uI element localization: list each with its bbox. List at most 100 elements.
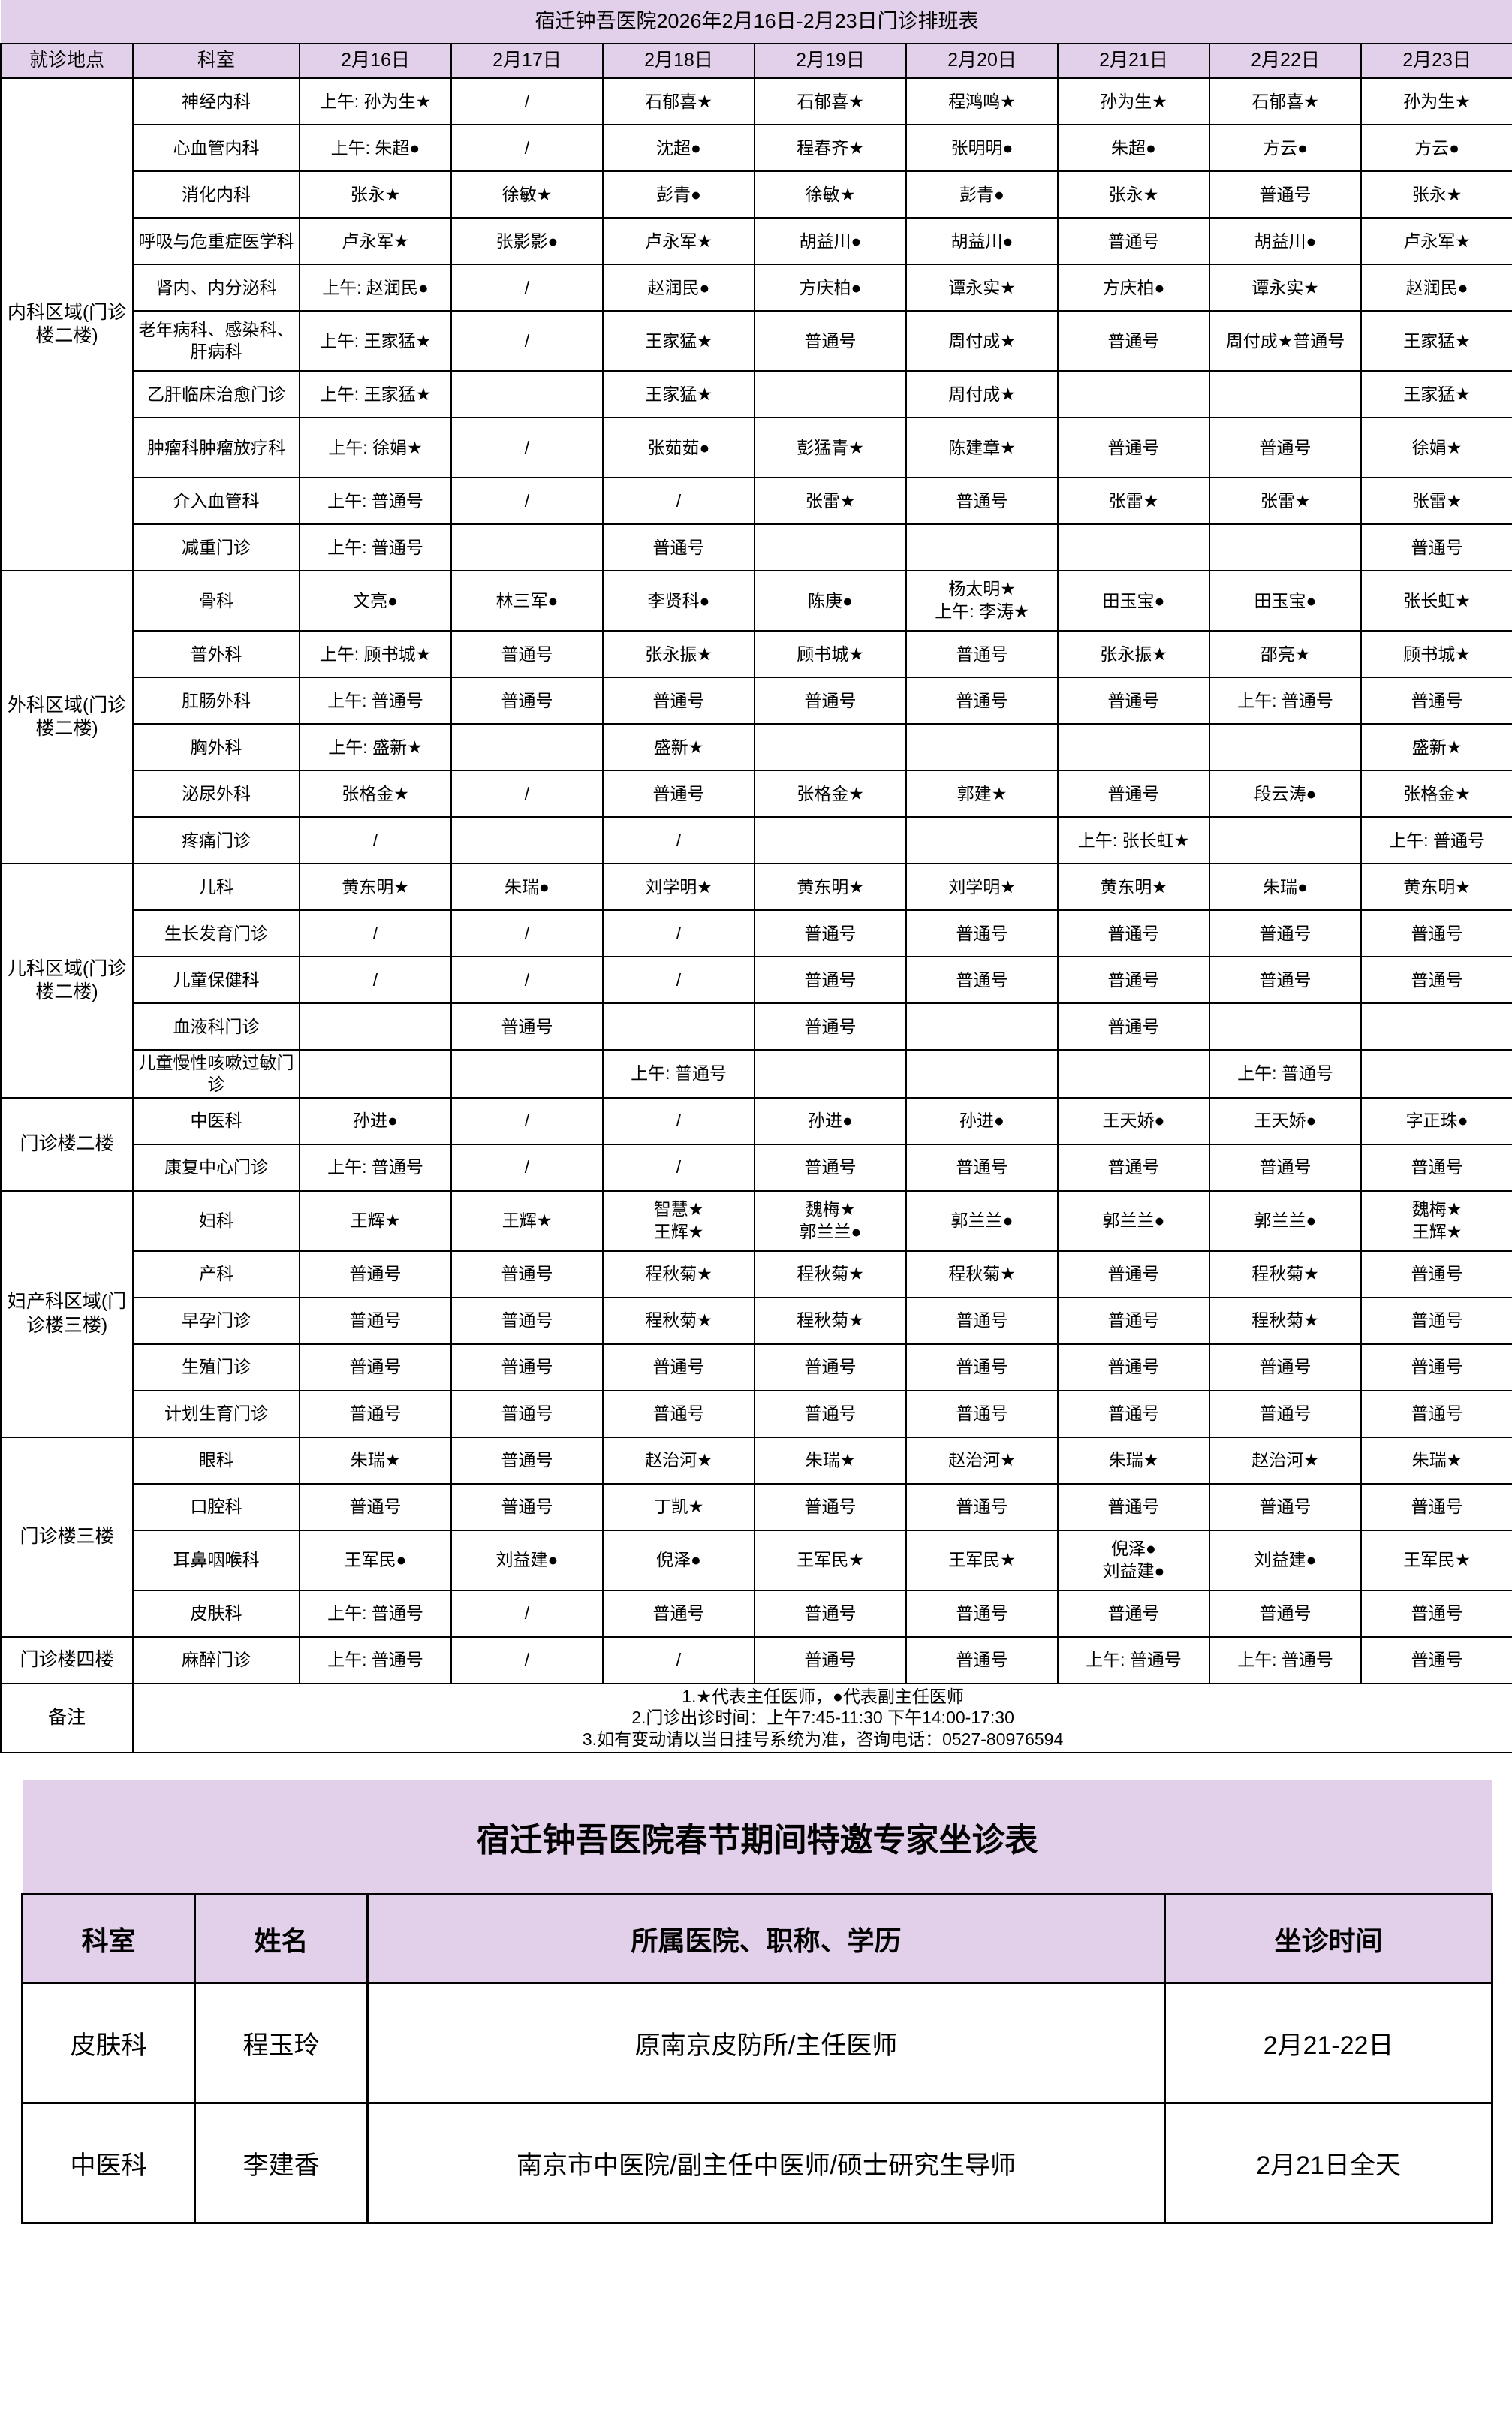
schedule-row: 介入血管科 上午: 普通号 / / 张雷★ 普通号 张雷★ 张雷★ 张雷★ — [1, 477, 1512, 525]
schedule-slot-cell-6: 普通号 — [1209, 1143, 1362, 1192]
remark-line: 2.门诊出诊时间：上午7:45-11:30 下午14:00-17:30 — [631, 1708, 1014, 1728]
schedule-slot-cell-1: 普通号 — [450, 1389, 604, 1438]
schedule-row: 儿科区域(门诊楼二楼) 儿科 黄东明★ 朱瑞● 刘学明★ 黄东明★ 刘学明★ 黄东明★ 朱瑞● 黄… — [0, 863, 1512, 1099]
schedule-slot-cell-4: 赵治河★ — [905, 1436, 1059, 1485]
schedule-slot-cell-5: 朱超● — [1057, 124, 1210, 172]
schedule-slot-cell-4: 普通号 — [905, 1296, 1059, 1345]
schedule-row: 产科 普通号 普通号 程秋菊★ 程秋菊★ 程秋菊★ 普通号 程秋菊★ 普通号 — [1, 1250, 1512, 1298]
schedule-slot-cell-2: 丁凯★ — [602, 1482, 755, 1531]
schedule-slot-cell-4: 刘学明★ — [905, 863, 1059, 911]
schedule-slot-cell-5: 方庆柏● — [1057, 264, 1210, 312]
schedule-col-header-8: 2月22日 — [1209, 43, 1362, 79]
schedule-slot-cell-2: 卢永军★ — [602, 217, 755, 265]
schedule-slot-cell-5: 普通号 — [1057, 1250, 1210, 1298]
schedule-slot-cell-3: 孙进● — [754, 1096, 907, 1145]
schedule-slot-cell-3: 张雷★ — [754, 477, 907, 525]
schedule-slot-cell-4: 普通号 — [905, 1389, 1059, 1438]
schedule-slot-cell-5: 倪泽● 刘益建● — [1057, 1529, 1210, 1591]
section-gap — [0, 1753, 1512, 1780]
schedule-row: 消化内科 张永★ 徐敏★ 彭青● 徐敏★ 彭青● 张永★ 普通号 张永★ — [1, 170, 1512, 219]
schedule-row: 生殖门诊 普通号 普通号 普通号 普通号 普通号 普通号 普通号 普通号 — [1, 1343, 1512, 1391]
schedule-slot-cell-7: 普通号 — [1360, 956, 1512, 1004]
schedule-department-cell: 生长发育门诊 — [132, 909, 300, 957]
schedule-slot-cell-7: 方云● — [1360, 124, 1512, 172]
schedule-slot-cell-4 — [905, 523, 1059, 571]
schedule-slot-cell-0: 上午: 朱超● — [299, 124, 452, 172]
cell-line: 杨太明★ — [948, 579, 1016, 599]
schedule-area-cell-5: 门诊楼三楼 — [0, 1436, 134, 1638]
schedule-slot-cell-1: / — [450, 956, 604, 1004]
schedule-slot-cell-1: / — [450, 264, 604, 312]
schedule-slot-cell-7: 张长虹★ — [1360, 570, 1512, 632]
cell-line: 儿科区域 — [7, 957, 83, 979]
schedule-slot-cell-3: 石郁喜★ — [754, 77, 907, 125]
schedule-slot-cell-6: 邵亮★ — [1209, 630, 1362, 678]
schedule-department-cell: 普外科 — [132, 630, 300, 678]
schedule-slot-cell-2: 程秋菊★ — [602, 1250, 755, 1298]
schedule-slot-cell-3: 普通号 — [754, 1343, 907, 1391]
schedule-slot-cell-7: 顾书城★ — [1360, 630, 1512, 678]
schedule-slot-cell-4: 普通号 — [905, 677, 1059, 725]
schedule-row: 老年病科、感染科、肝病科 上午: 王家猛★ / 王家猛★ 普通号 周付成★ 普通号 周付成★普… — [1, 310, 1512, 372]
schedule-slot-cell-5: 张永振★ — [1057, 630, 1210, 678]
schedule-slot-cell-0: 上午: 孙为生★ — [299, 77, 452, 125]
schedule-row: 疼痛门诊 / / 上午: 张长虹★ 上午: 普通号 — [1, 816, 1512, 864]
schedule-slot-cell-3: 普通号 — [754, 1636, 907, 1684]
schedule-department-cell: 计划生育门诊 — [132, 1389, 300, 1438]
schedule-row: 肿瘤科肿瘤放疗科 上午: 徐娟★ / 张茹茹● 彭猛青★ 陈建章★ 普通号 普通号 徐娟★ — [1, 417, 1512, 478]
schedule-slot-cell-6: 普通号 — [1209, 956, 1362, 1004]
schedule-department-cell: 早孕门诊 — [132, 1296, 300, 1345]
schedule-slot-cell-4: 周付成★ — [905, 370, 1059, 418]
schedule-slot-cell-6: 朱瑞● — [1209, 863, 1362, 911]
schedule-slot-cell-2: 彭青● — [602, 170, 755, 219]
schedule-slot-cell-3 — [754, 1049, 907, 1099]
schedule-slot-cell-5: 普通号 — [1057, 1296, 1210, 1345]
schedule-row: 康复中心门诊 上午: 普通号 / / 普通号 普通号 普通号 普通号 普通号 — [1, 1143, 1512, 1192]
schedule-slot-cell-7: 张永★ — [1360, 170, 1512, 219]
schedule-slot-cell-4: 普通号 — [905, 1482, 1059, 1531]
expert-row: 中医科 李建香 南京市中医院/副主任中医师/硕士研究生导师 2月21日全天 — [21, 2102, 1493, 2225]
schedule-col-header-6: 2月20日 — [905, 43, 1059, 79]
schedule-row: 泌尿外科 张格金★ / 普通号 张格金★ 郭建★ 普通号 段云涛● 张格金★ — [1, 770, 1512, 818]
schedule-slot-cell-4: 陈建章★ — [905, 417, 1059, 478]
expert-affiliation: 南京市中医院/副主任中医师/硕士研究生导师 — [366, 2102, 1166, 2225]
schedule-slot-cell-2: 上午: 普通号 — [602, 1049, 755, 1099]
schedule-slot-cell-5: 普通号 — [1057, 909, 1210, 957]
schedule-slot-cell-3 — [754, 723, 907, 771]
schedule-slot-cell-0: 上午: 王家猛★ — [299, 370, 452, 418]
cell-line: (门诊楼二楼) — [35, 957, 127, 1002]
schedule-slot-cell-0: 孙进● — [299, 1096, 452, 1145]
schedule-slot-cell-7 — [1360, 1002, 1512, 1051]
schedule-slot-cell-5: 普通号 — [1057, 1482, 1210, 1531]
schedule-slot-cell-1: 普通号 — [450, 677, 604, 725]
schedule-slot-cell-0: 普通号 — [299, 1389, 452, 1438]
schedule-slot-cell-3: 胡益川● — [754, 217, 907, 265]
schedule-slot-cell-1: 普通号 — [450, 1250, 604, 1298]
schedule-slot-cell-5: 张永★ — [1057, 170, 1210, 219]
cell-line: 魏梅★ — [1411, 1198, 1462, 1219]
schedule-title: 宿迁钟吾医院2026年2月16日-2月23日门诊排班表 — [1, 0, 1512, 44]
cell-line: 上午: 李涛★ — [935, 601, 1029, 621]
schedule-slot-cell-4: 普通号 — [905, 1636, 1059, 1684]
experts-col-header-3: 坐诊时间 — [1164, 1893, 1493, 1985]
schedule-slot-cell-0: / — [299, 956, 452, 1004]
schedule-slot-cell-5: 普通号 — [1057, 217, 1210, 265]
cell-line: 肿瘤科 — [147, 437, 199, 457]
schedule-slot-cell-5: 张雷★ — [1057, 477, 1210, 525]
schedule-row: 外科区域(门诊楼二楼) 骨科 文亮● 林三军● 李贤科● 陈庚● 杨太明★ 上午: 李涛★ 田玉… — [0, 570, 1512, 864]
schedule-slot-cell-0: 上午: 赵润民● — [299, 264, 452, 312]
schedule-slot-cell-0 — [299, 1049, 452, 1099]
schedule-slot-cell-6: 王天娇● — [1209, 1096, 1362, 1145]
schedule-slot-cell-5 — [1057, 370, 1210, 418]
schedule-row: 口腔科 普通号 普通号 丁凯★ 普通号 普通号 普通号 普通号 普通号 — [1, 1482, 1512, 1531]
schedule-slot-cell-4: 普通号 — [905, 1589, 1059, 1638]
schedule-department-cell: 儿童保健科 — [132, 956, 300, 1004]
schedule-slot-cell-2: 李贤科● — [602, 570, 755, 632]
schedule-slot-cell-1: / — [450, 1589, 604, 1638]
cell-line: 王辉★ — [1411, 1221, 1462, 1241]
schedule-slot-cell-2: / — [602, 1096, 755, 1145]
experts-col-header-1: 姓名 — [194, 1893, 369, 1985]
cell-line: 智慧★ — [653, 1198, 704, 1219]
schedule-slot-cell-6 — [1209, 370, 1362, 418]
schedule-slot-cell-7: 普通号 — [1360, 1636, 1512, 1684]
